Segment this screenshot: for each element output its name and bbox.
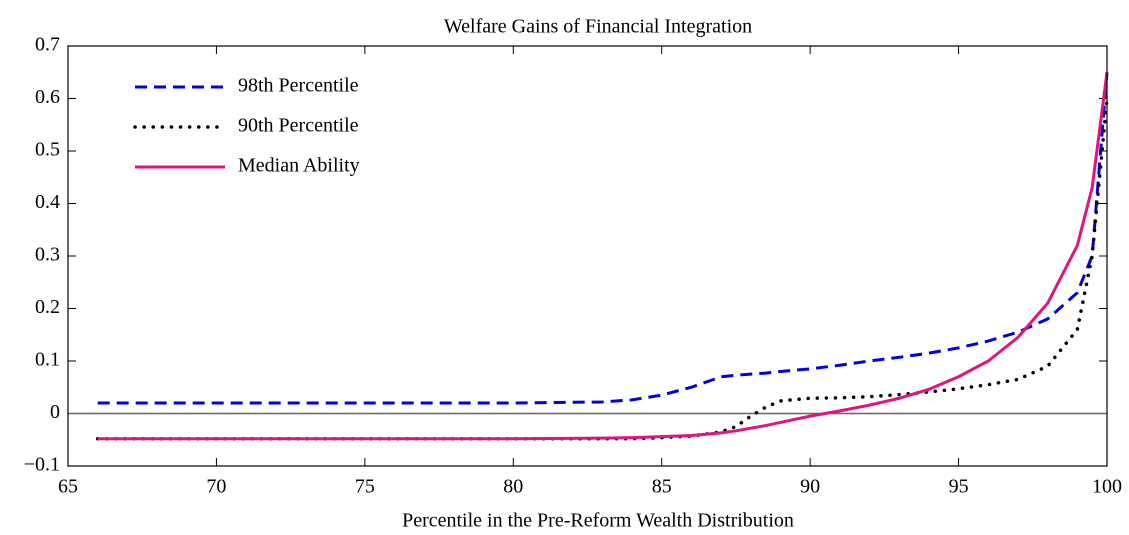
x-axis-label: Percentile in the Pre-Reform Wealth Dist…: [402, 510, 794, 532]
x-tick-label: 80: [503, 476, 523, 498]
y-tick-label: 0.2: [35, 296, 60, 318]
y-tick-label: 0.4: [35, 191, 60, 213]
series-line: [97, 72, 1109, 441]
series-line: [97, 72, 1109, 405]
y-tick-label: −0.1: [24, 454, 60, 476]
x-tick-label: 75: [355, 476, 375, 498]
y-tick-label: 0.6: [35, 86, 60, 108]
x-tick-label: 95: [949, 476, 969, 498]
legend-label: Median Ability: [238, 155, 360, 177]
x-tick-label: 70: [206, 476, 226, 498]
y-tick-label: 0.7: [35, 34, 60, 56]
plot-frame: [67, 45, 1108, 467]
legend-label: 90th Percentile: [238, 115, 359, 137]
y-tick-label: 0: [50, 401, 60, 423]
y-tick-label: 0.5: [35, 139, 60, 161]
x-tick-label: 100: [1092, 476, 1122, 498]
y-tick-label: 0.1: [35, 349, 60, 371]
x-tick-label: 90: [800, 476, 820, 498]
x-tick-label: 85: [652, 476, 672, 498]
x-tick-label: 65: [58, 476, 78, 498]
series-line: [95, 96, 1109, 441]
legend-label: 98th Percentile: [238, 75, 359, 97]
y-tick-label: 0.3: [35, 244, 60, 266]
chart-title: Welfare Gains of Financial Integration: [444, 16, 752, 38]
